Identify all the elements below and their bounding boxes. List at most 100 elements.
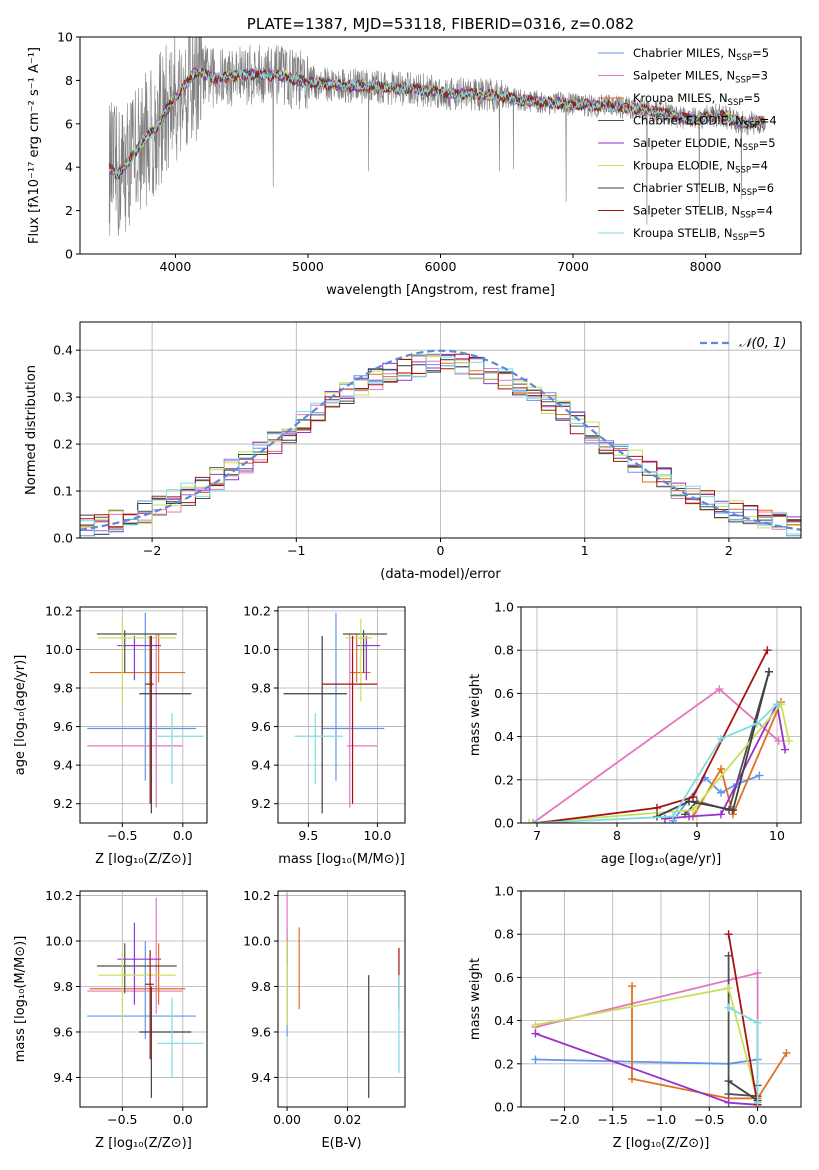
x-axis-label: age [log₁₀(age/yr)] [601, 852, 722, 867]
legend-sub: SSP [740, 211, 756, 221]
weight-series-salpeter_stelib [536, 649, 769, 823]
y-tick-label: 6 [65, 116, 73, 131]
legend-entry: Kroupa MILES, NSSP=5 [633, 91, 760, 108]
grid-lines [521, 606, 801, 824]
weight-point-kroupa_stelib [753, 1098, 762, 1107]
y-tick-label: 8 [65, 73, 73, 88]
histogram-chabrier_stelib [80, 357, 801, 535]
legend-entry-normal: 𝒩(0, 1) [739, 336, 786, 351]
axes-weight_vs_age: 7 8 9 10 0.0 0.2 0.4 0.6 0.8 1.0 age [log₁₀(age/yr… [468, 600, 802, 867]
legend-suffix: =4 [760, 114, 777, 128]
legend-sub: SSP [728, 98, 744, 108]
legend-label: Kroupa STELIB, N [633, 226, 733, 240]
x-tick-label: −0.5 [107, 828, 137, 843]
weight-series-salpeter_elodie [535, 1032, 758, 1106]
legend-sub: SSP [744, 121, 760, 131]
weight-series-salpeter_stelib [727, 934, 759, 1105]
y-tick-label: 0.3 [53, 390, 73, 405]
x-tick-label: 10 [769, 828, 785, 843]
y-tick-label: 1.0 [494, 600, 514, 615]
x-tick-label: −1.0 [646, 1112, 676, 1127]
weight-point-salpeter_elodie [781, 745, 789, 754]
grid-lines [521, 890, 801, 1108]
chart-title: PLATE=1387, MJD=53118, FIBERID=0316, z=0… [247, 15, 634, 33]
weight-point-kroupa_elodie [785, 736, 793, 745]
legend-label: Salpeter STELIB, N [633, 204, 740, 218]
legend-entry: Salpeter ELODIE, NSSP=5 [633, 136, 776, 153]
axes-frame [520, 890, 802, 1108]
weight-point-chabrier_miles [755, 771, 764, 780]
plot-area [87, 612, 204, 814]
legend-suffix: =4 [756, 204, 773, 218]
plot-area [525, 646, 793, 823]
x-axis-label: (data-model)/error [380, 567, 501, 582]
histogram-kroupa_stelib [80, 353, 801, 535]
weight-point-kroupa_stelib [753, 719, 761, 728]
y-tick-label: 0.1 [53, 484, 73, 499]
y-tick-label: 9.6 [251, 1024, 271, 1039]
weight-point-salpeter_elodie [685, 812, 693, 821]
x-axis-label: E(B-V) [321, 1136, 361, 1151]
x-tick-label: 6000 [425, 259, 457, 274]
y-tick-label: 10.0 [243, 934, 271, 949]
weight-point-kroupa_stelib [773, 700, 781, 709]
grid-lines [80, 891, 207, 1107]
x-tick-label: 8 [613, 828, 621, 843]
x-tick-label: 2 [725, 543, 733, 558]
weight-point-chabrier_stelib [729, 806, 737, 815]
weight-series-chabrier_stelib [656, 671, 770, 818]
legend-label: Kroupa ELODIE, N [633, 159, 735, 173]
axes-age_vs_mass: 9.5 10.0 9.2 9.4 9.6 9.8 10.0 10.2 mass [log₁₀(M… [243, 603, 406, 867]
axes-frame [277, 890, 406, 1108]
weight-point-chabrier_miles [717, 788, 725, 797]
y-tick-label: 0.6 [494, 686, 514, 701]
x-tick-label: 4000 [160, 259, 192, 274]
y-tick-label: 10.2 [45, 888, 73, 903]
axes-weight_vs_Z: −2.0 −1.5 −1.0 −0.5 0.0 0.0 0.2 0.4 0.6 0.8 1.0 Z [… [468, 884, 802, 1151]
legend-entry: Salpeter MILES, NSSP=3 [633, 69, 768, 86]
x-tick-label: 7000 [557, 259, 589, 274]
axes-frame [79, 890, 208, 1108]
y-axis-label: mass weight [468, 674, 483, 756]
y-axis-label: mass weight [468, 958, 483, 1040]
x-tick-label: −1.5 [598, 1112, 628, 1127]
legend-label: Chabrier ELODIE, N [633, 114, 744, 128]
x-tick-label: 0.02 [334, 1112, 362, 1127]
y-tick-label: 10.0 [45, 642, 73, 657]
weight-point-chabrier_miles [531, 1055, 540, 1064]
x-tick-label: 1 [581, 543, 589, 558]
weight-point-kroupa_elodie [525, 819, 533, 823]
y-tick-label: 0.8 [494, 927, 514, 942]
y-tick-label: 0.2 [494, 772, 514, 787]
weight-point-salpeter_miles [529, 819, 537, 823]
weight-point-kroupa_stelib [533, 819, 541, 823]
legend-sub: SSP [741, 188, 757, 198]
legend-label: Salpeter ELODIE, N [633, 136, 743, 150]
y-tick-label: 10.2 [45, 603, 73, 618]
axes-spectrum: 4000 5000 6000 7000 8000 0 2 4 6 8 10 PLATE=1387, M… [27, 15, 802, 298]
axes-mass_vs_Z: −0.5 0.0 9.4 9.6 9.8 10.0 10.2 Z [log₁₀(Z/Z⊙)] m… [13, 888, 208, 1151]
legend-sub: SSP [735, 166, 751, 176]
legend-suffix: =5 [759, 136, 776, 150]
weight-point-kroupa_stelib [717, 734, 725, 743]
x-tick-label: 9.5 [298, 828, 318, 843]
y-axis-label: mass [log₁₀(M/M⊙)] [13, 936, 28, 1063]
y-tick-label: 9.6 [53, 719, 73, 734]
y-tick-label: 9.8 [53, 681, 73, 696]
legend-sub: SSP [733, 233, 749, 243]
weight-point-salpeter_miles [774, 736, 783, 745]
weight-point-kroupa_miles [628, 1074, 637, 1083]
axes-frame [520, 606, 802, 824]
y-axis-label: age [log₁₀(age/yr)] [13, 655, 28, 776]
weight-point-salpeter_elodie [531, 1029, 540, 1038]
legend-label: Kroupa MILES, N [633, 91, 728, 105]
y-tick-label: 9.4 [251, 1070, 271, 1085]
axes-frame [79, 321, 802, 539]
x-tick-label: 0.0 [173, 1112, 193, 1127]
weight-series-salpeter_miles [535, 971, 759, 1105]
x-tick-label: 0.0 [173, 828, 193, 843]
x-tick-label: −0.5 [107, 1112, 137, 1127]
y-tick-label: 9.8 [251, 979, 271, 994]
weight-point-kroupa_elodie [531, 1020, 540, 1029]
